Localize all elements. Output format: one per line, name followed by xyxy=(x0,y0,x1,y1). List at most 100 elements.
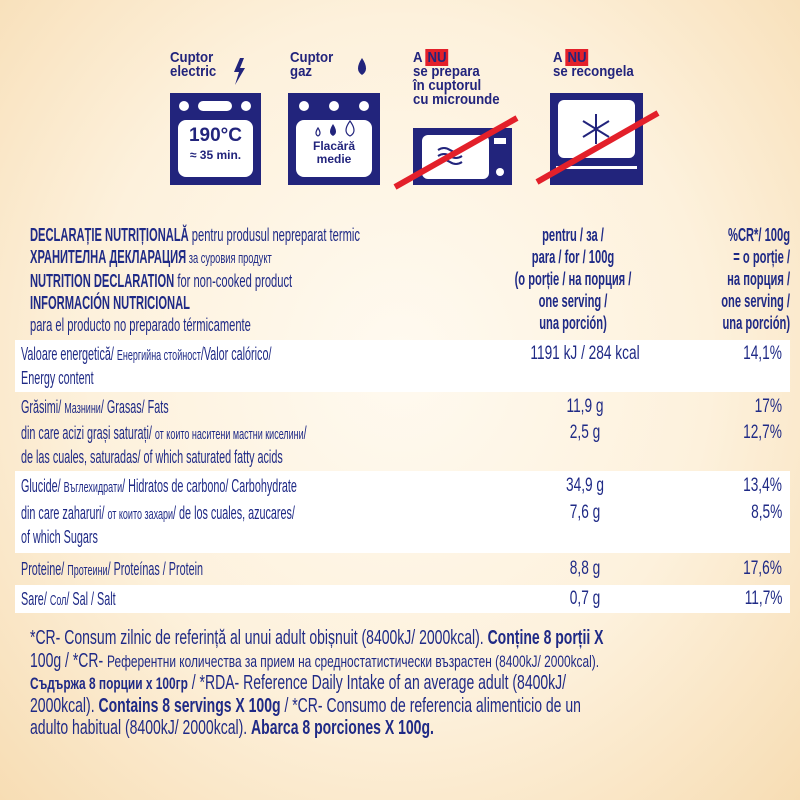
flame-level: Flacără medie xyxy=(296,140,372,166)
text: 12,7% xyxy=(743,422,782,443)
freezer-icon xyxy=(550,93,643,185)
text: din care zaharuri/ от които захари/ de l… xyxy=(21,502,295,548)
text: / Grasas/ Fats xyxy=(100,397,169,417)
text xyxy=(359,101,369,111)
text xyxy=(178,120,253,177)
text: de las cuales, saturadas/ of which satur… xyxy=(21,447,283,467)
text: din care acizi grași saturați/ от които … xyxy=(21,422,307,446)
text xyxy=(345,119,355,137)
text: *CR- Consum zilnic de referință al unui … xyxy=(30,627,488,649)
text: ХРАНИТЕЛНА ДЕКЛАРАЦИЯ xyxy=(30,247,187,267)
per-100g-header: pentru / за / para / for / 100g (o porție … xyxy=(480,224,666,334)
text: Proteine/ xyxy=(21,559,68,579)
microwave-icon xyxy=(413,128,512,185)
no-microwave-label: A NU se prepara în cuptorul cu microunde xyxy=(413,49,500,108)
text xyxy=(198,101,232,111)
text: 7,6 g xyxy=(569,502,601,523)
table-row-salt: Sare/ Сол/ Sal / Salt 0,7 g 11,7% xyxy=(15,585,790,613)
text: A NU xyxy=(553,49,634,66)
text: para / for / 100g xyxy=(531,247,615,267)
rda-percent-header: %CR*/ 100g = o porție / на порция / one ser… xyxy=(721,224,790,334)
text: за суровия продукт xyxy=(186,250,272,267)
prohibited-slash-icon xyxy=(535,110,660,185)
electric-oven-icon xyxy=(170,93,261,185)
lightning-bolt-icon xyxy=(234,58,245,85)
text: medie xyxy=(316,152,352,166)
table-row-saturated-fats: din care acizi grași saturați/ от които … xyxy=(15,422,790,470)
text: 100g / *CR- Референтни количества за при… xyxy=(30,650,599,674)
text: din care acizi grași saturați/ от които … xyxy=(21,422,307,468)
text: %CR*/ 100g xyxy=(727,225,790,245)
table-row-fats: Grăsimi/ Мазнини/ Grasas/ Fats 11,9 g 17% xyxy=(15,392,790,422)
text: Енергийна стойност xyxy=(116,347,201,364)
text xyxy=(315,126,321,137)
text: pentru / за / xyxy=(542,225,604,245)
text: Мазнини xyxy=(64,400,101,417)
text: Valoare energetică/ Енергийна стойност/V… xyxy=(21,343,271,389)
snowflake-icon xyxy=(582,114,610,144)
text: INFORMACIÓN NUTRICIONAL xyxy=(30,292,360,314)
text: din care zaharuri/ от които захари/ de l… xyxy=(21,502,295,526)
text: A NU xyxy=(413,49,500,66)
table-row-carbohydrate: Glucide/ Въглехидрати/ Hidratos de carbo… xyxy=(15,471,790,501)
text: 2000kcal). xyxy=(30,695,99,717)
text: 11,7% xyxy=(744,588,782,609)
text: Valoare energetică/ Енергийна стойност/V… xyxy=(21,343,271,367)
text: / *RDA- Reference Daily Intake of an ave… xyxy=(187,672,567,694)
text: para el producto no preparado térmicamen… xyxy=(30,314,360,336)
text: 8,8 g xyxy=(569,558,601,579)
text xyxy=(299,101,309,111)
table-row-protein: Proteine/ Протеини/ Proteínas / Protein … xyxy=(15,553,790,585)
text: Contains 8 servings X 100g xyxy=(98,695,281,717)
text: Сол xyxy=(49,592,67,609)
text: от които захари xyxy=(107,506,174,523)
text: para el producto no preparado térmicamen… xyxy=(30,315,251,335)
text: на порция / xyxy=(727,269,790,289)
text: pentru produsul nepreparat termic xyxy=(188,225,360,245)
text: / de los cuales, azucares/ xyxy=(173,503,295,523)
gas-drop-icon xyxy=(358,58,366,75)
table-row-energy: Valoare energetică/ Енергийна стойност/V… xyxy=(15,340,790,392)
text: 190°C xyxy=(188,125,243,146)
text: 8,5% xyxy=(750,502,782,523)
prohibited-slash-icon xyxy=(393,115,519,190)
text: Abarca 8 porciones X 100g. xyxy=(251,717,434,739)
electric-oven-label: Cuptor electric xyxy=(170,50,216,79)
text: 34,9 g xyxy=(565,475,605,496)
preparation-icons xyxy=(170,58,660,190)
text: 13,4% xyxy=(743,475,782,496)
declaration-title: DECLARAȚIE NUTRIȚIONALĂ pentru produsul … xyxy=(30,224,360,336)
text: în cuptorul xyxy=(413,77,482,94)
text: se prepara xyxy=(413,63,480,80)
text xyxy=(241,101,251,111)
text: for non-cooked product xyxy=(174,271,293,291)
text: DECLARAȚIE NUTRIȚIONALĂ xyxy=(30,225,189,245)
text: 14,1% xyxy=(743,343,782,364)
text: 17,6% xyxy=(743,558,782,579)
text: Grăsimi/ xyxy=(21,397,65,417)
text: Съдържа 8 порции x 100гр / *RDA- Referen… xyxy=(30,672,566,696)
text: Cuptor xyxy=(290,49,334,66)
text: ≈ 35 min. xyxy=(189,148,242,162)
text: Proteine/ Протеини/ Proteínas / Protein xyxy=(21,558,203,582)
text: NUTRITION DECLARATION for non-cooked pro… xyxy=(30,270,360,292)
text: 2000kcal). Contains 8 servings X 100g / … xyxy=(30,695,581,718)
text: ХРАНИТЕЛНА ДЕКЛАРАЦИЯ за суровия продукт xyxy=(30,246,360,270)
text: от които наситени мастни киселини xyxy=(154,426,304,443)
text: se recongela xyxy=(553,63,634,80)
text xyxy=(494,138,506,144)
text: 17% xyxy=(754,396,782,417)
text: Протеини xyxy=(67,562,108,579)
text: A xyxy=(553,49,563,66)
text: Съдържа 8 порции x 100гр xyxy=(30,674,188,693)
text: one serving / xyxy=(721,291,790,311)
table-row-sugars: din care zaharuri/ от които захари/ de l… xyxy=(15,501,790,553)
text: A xyxy=(413,49,423,66)
text: Sare/ xyxy=(21,589,50,609)
text: of which Sugars xyxy=(21,527,98,547)
text: /Valor calórico/ xyxy=(200,344,272,364)
text: adulto habitual (8400kJ/ 2000kcal). xyxy=(30,717,252,739)
text: / Hidratos de carbono/ Carbohydrate xyxy=(122,476,297,496)
text: gaz xyxy=(290,63,313,80)
text: cu microunde xyxy=(413,91,500,108)
